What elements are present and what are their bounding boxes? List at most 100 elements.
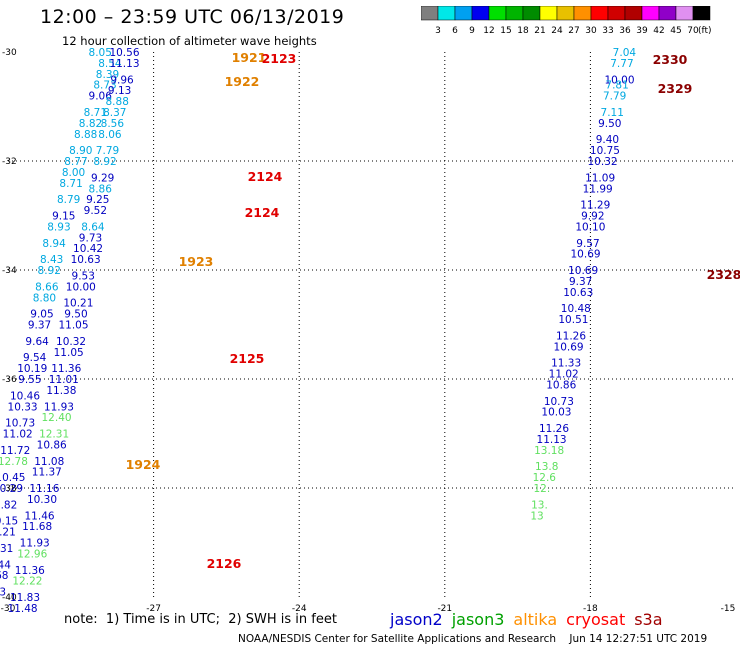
wave-height-value: 11.13 bbox=[537, 434, 567, 446]
wave-height-value: 10.32 bbox=[56, 336, 86, 348]
wave-height-value: 8.00 bbox=[62, 167, 85, 179]
scale-label: 18 bbox=[517, 26, 529, 36]
wave-height-value: 11.02 bbox=[549, 369, 579, 381]
wave-height-value: 9.73 bbox=[79, 232, 102, 244]
scale-label: 27 bbox=[568, 26, 579, 36]
wave-height-value: 12. bbox=[534, 483, 551, 495]
wave-height-value: 10.19 bbox=[17, 363, 47, 375]
wave-height-value: 10.48 bbox=[561, 303, 591, 315]
wave-height-value: 10.75 bbox=[590, 145, 620, 157]
wave-height-value: 11.36 bbox=[51, 363, 81, 375]
scale-label: 15 bbox=[500, 26, 511, 36]
legend-item-cryosat: cryosat bbox=[566, 610, 626, 629]
wave-height-value: 11.83 bbox=[10, 592, 40, 604]
pass-time-label: 2123 bbox=[262, 51, 297, 66]
y-tick-label: -32 bbox=[2, 157, 17, 167]
wave-height-value: 12.40 bbox=[42, 412, 72, 424]
wave-height-value: 8.77 bbox=[64, 156, 87, 168]
scale-label: 39 bbox=[636, 26, 648, 36]
pass-time-label: 1923 bbox=[179, 254, 214, 269]
y-tick-label: -38 bbox=[2, 484, 17, 494]
wave-height-value: 9.54 bbox=[23, 352, 47, 364]
wave-height-value: 8.93 bbox=[47, 221, 70, 233]
scale-label: 42 bbox=[653, 26, 664, 36]
wave-height-value: 13.18 bbox=[534, 445, 564, 457]
wave-height-value: 8.39 bbox=[96, 69, 119, 81]
wave-height-value: 9.82 bbox=[0, 499, 17, 511]
wave-height-value: 8.88 bbox=[74, 129, 97, 141]
wave-height-value: 11.38 bbox=[46, 385, 76, 397]
scale-label: 30 bbox=[585, 26, 597, 36]
wave-height-value: 13 bbox=[530, 510, 543, 522]
x-tick-label: -18 bbox=[583, 604, 598, 614]
legend-item-jason2: jason2 bbox=[390, 610, 443, 629]
wave-height-value: 9.57 bbox=[576, 238, 599, 250]
wave-height-value: 10.63 bbox=[563, 287, 593, 299]
wave-height-value: 7.11 bbox=[601, 107, 624, 119]
wave-height-value: 11.26 bbox=[539, 423, 569, 435]
wave-height-value: 10.86 bbox=[546, 379, 576, 391]
legend-item-jason3: jason3 bbox=[451, 610, 505, 629]
wave-height-value: 8.64 bbox=[81, 221, 105, 233]
units-note: note: 1) Time is in UTC; 2) SWH is in fe… bbox=[64, 612, 337, 627]
wave-height-value: 10.69 bbox=[568, 265, 598, 277]
satellite-legend: jason2 jason3 altika cryosat s3a bbox=[390, 610, 672, 629]
wave-height-value: 11.72 bbox=[0, 445, 30, 457]
wave-height-value: 8.92 bbox=[38, 265, 61, 277]
wave-height-value: 8.86 bbox=[89, 183, 113, 195]
wave-height-value: 8.56 bbox=[101, 118, 125, 130]
wave-height-value: 10.33 bbox=[8, 401, 38, 413]
y-tick-label: -30 bbox=[2, 48, 17, 58]
wave-height-value: 11.23 bbox=[0, 587, 6, 599]
wave-height-value: 12.31 bbox=[39, 429, 69, 441]
wave-height-value: 13. bbox=[531, 499, 548, 511]
wave-height-value: 8.79 bbox=[57, 194, 80, 206]
wave-height-value: 9.92 bbox=[581, 211, 604, 223]
wave-height-value: 9.64 bbox=[25, 336, 49, 348]
x-tick-label: -24 bbox=[292, 604, 307, 614]
wave-height-value: 11.68 bbox=[0, 570, 8, 582]
wave-height-value: 11.26 bbox=[556, 330, 586, 342]
scale-label: 24 bbox=[551, 26, 563, 36]
wave-height-value: 8.05 bbox=[89, 47, 112, 59]
wave-height-value: 10.00 bbox=[66, 281, 96, 293]
scale-label: 36 bbox=[619, 26, 631, 36]
wave-height-value: 8.37 bbox=[103, 107, 126, 119]
y-tick-label: -34 bbox=[2, 266, 17, 276]
wave-height-value: 11.29 bbox=[580, 200, 610, 212]
wave-height-value: 11.05 bbox=[54, 347, 84, 359]
wave-height-value: 8.82 bbox=[79, 118, 102, 130]
wave-height-value: 11.44 bbox=[0, 559, 11, 571]
wave-height-value: 9.05 bbox=[30, 309, 53, 321]
chart-title: 12:00 – 23:59 UTC 06/13/2019 bbox=[40, 6, 345, 28]
wave-height-value: 9.29 bbox=[91, 172, 114, 184]
wave-height-value: 11.68 bbox=[22, 521, 52, 533]
wave-height-value: 10.00 bbox=[604, 74, 634, 86]
wave-height-value: 11.21 bbox=[0, 527, 16, 539]
wave-height-value: 11.16 bbox=[29, 483, 59, 495]
wave-height-value: 11.46 bbox=[25, 510, 55, 522]
wave-height-value: 8.43 bbox=[40, 254, 63, 266]
wave-height-value: 9.37 bbox=[569, 276, 592, 288]
wave-height-value: 10.32 bbox=[588, 156, 618, 168]
wave-height-value: 11.31 bbox=[0, 543, 13, 555]
pass-time-label: 2126 bbox=[207, 556, 242, 571]
wave-height-value: 8.54 bbox=[98, 58, 122, 70]
wave-height-value: 8.88 bbox=[106, 96, 129, 108]
wave-height-value: 10.56 bbox=[109, 47, 139, 59]
wave-height-value: 11.13 bbox=[109, 58, 139, 70]
wave-height-value: 11.33 bbox=[551, 358, 581, 370]
wave-height-value: 11.01 bbox=[49, 374, 79, 386]
scale-label: 9 bbox=[469, 26, 475, 36]
pass-time-label: 2124 bbox=[245, 205, 280, 220]
wave-height-value: 9.37 bbox=[28, 320, 51, 332]
wave-height-value: 8.73 bbox=[93, 80, 116, 92]
wave-height-value: 9.55 bbox=[18, 374, 41, 386]
x-tick-label: -21 bbox=[437, 604, 452, 614]
wave-height-value: 7.81 bbox=[605, 80, 628, 92]
wave-height-value: 11.08 bbox=[34, 456, 64, 468]
wave-height-value: 11.48 bbox=[8, 603, 38, 615]
wave-height-value: 9.52 bbox=[84, 205, 107, 217]
wave-height-value: 10.69 bbox=[554, 341, 584, 353]
wave-height-value: 10.86 bbox=[37, 439, 67, 451]
